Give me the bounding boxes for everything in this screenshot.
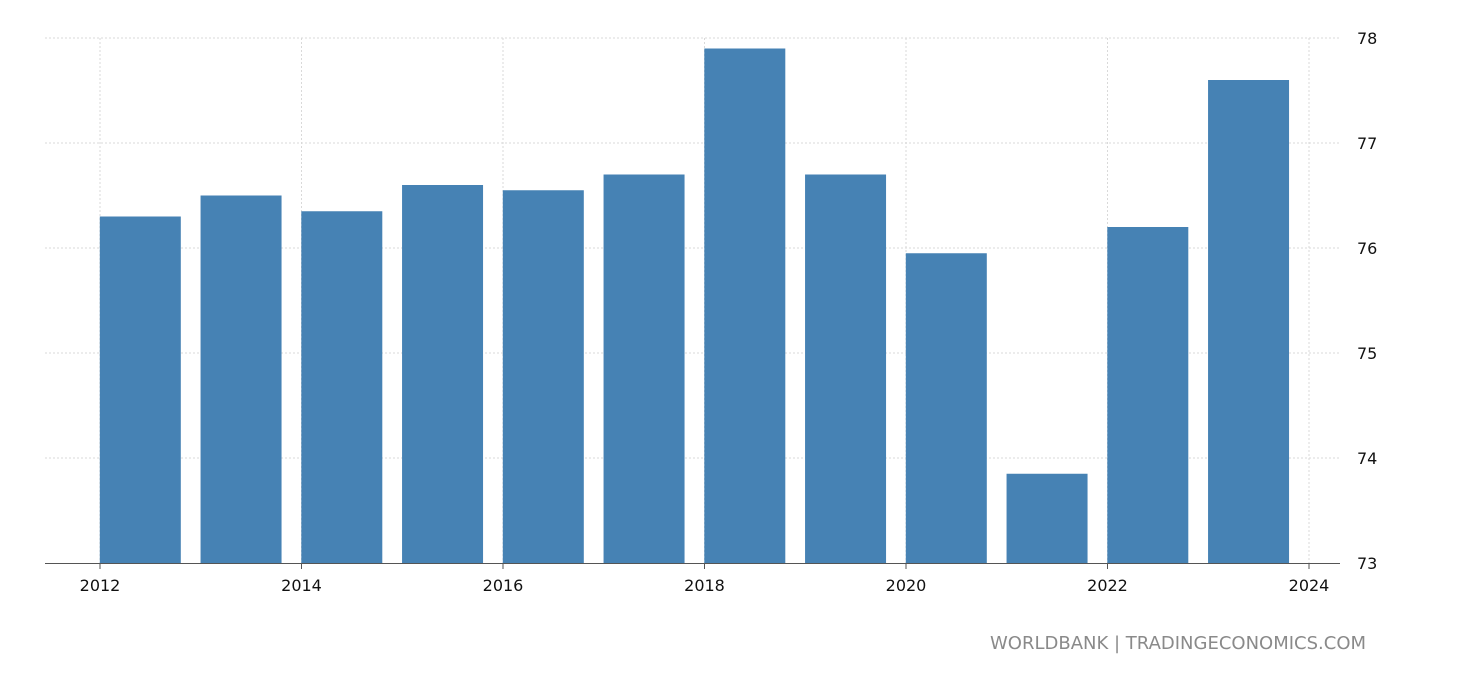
bar: [200, 195, 282, 563]
y-tick-label: 75: [1357, 344, 1377, 363]
y-tick-label: 73: [1357, 554, 1377, 573]
bar: [905, 253, 987, 563]
x-tick-label: 2024: [1289, 576, 1330, 595]
bar: [402, 185, 484, 563]
x-tick-label: 2012: [80, 576, 121, 595]
bar: [1107, 227, 1189, 563]
x-tick-label: 2016: [483, 576, 524, 595]
x-axis: 2012 2014 2016 2018 2020 2022 2024: [45, 563, 1340, 595]
bar: [1006, 473, 1088, 563]
y-tick-label: 76: [1357, 239, 1377, 258]
y-axis: 73 74 75 76 77 78: [1357, 29, 1377, 573]
x-tick-label: 2020: [886, 576, 927, 595]
bar: [603, 174, 685, 563]
bar: [99, 216, 181, 563]
bar-series: [99, 48, 1290, 563]
bar: [1208, 80, 1290, 563]
bar-chart: 2012 2014 2016 2018 2020 2022 2024 73747576777…: [45, 29, 1377, 595]
source-attribution: WORLDBANK | TRADINGECONOMICS.COM: [990, 633, 1367, 654]
bar: [704, 48, 786, 563]
x-tick-label: 2018: [684, 576, 725, 595]
bar: [805, 174, 887, 563]
x-tick-label: 2014: [281, 576, 322, 595]
bar: [301, 211, 383, 563]
y-tick-label: 74: [1357, 449, 1377, 468]
y-tick-label: 78: [1357, 29, 1377, 48]
x-tick-label: 2022: [1087, 576, 1128, 595]
bar: [502, 190, 584, 563]
y-tick-label: 77: [1357, 134, 1377, 153]
